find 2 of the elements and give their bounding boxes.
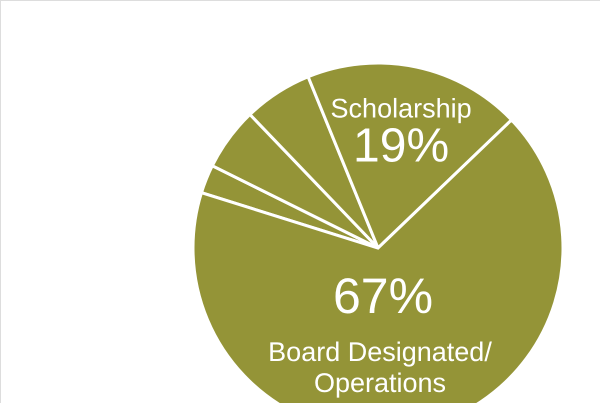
data-label: 67% xyxy=(332,268,434,324)
slice-label: Board Designated/ Operations xyxy=(268,337,492,398)
